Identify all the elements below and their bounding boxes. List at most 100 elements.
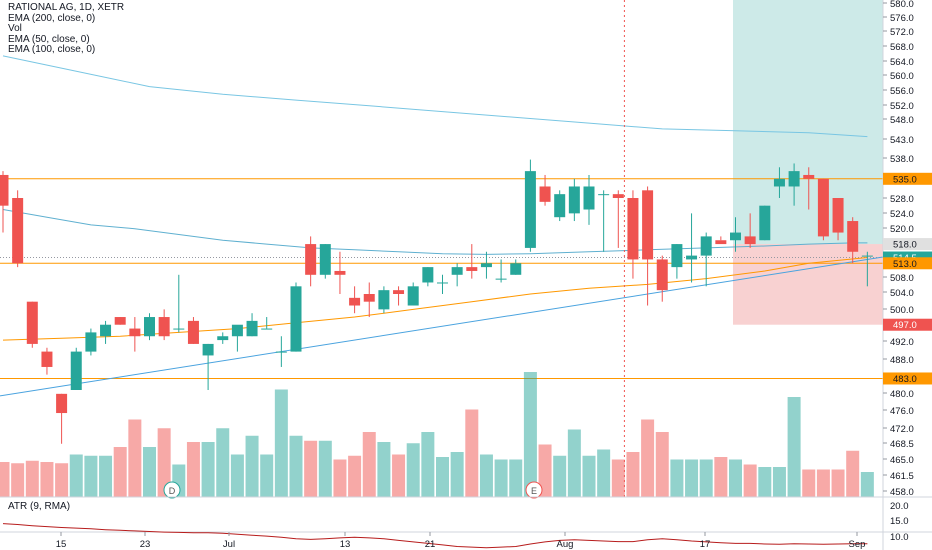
candle <box>41 347 53 375</box>
volume-label[interactable]: Vol <box>8 23 22 34</box>
price-axis-label: 528.0 <box>890 194 914 205</box>
candle-body <box>554 194 566 218</box>
candle <box>803 167 815 210</box>
candle-body <box>305 244 317 275</box>
candle <box>129 317 141 352</box>
candle <box>730 217 741 252</box>
candle <box>656 255 668 302</box>
price-level-tag-label: 497.0 <box>893 320 917 331</box>
candle-body <box>187 320 199 344</box>
volume-bar <box>157 428 171 497</box>
candle <box>334 251 346 294</box>
candle <box>539 174 551 206</box>
candle-body <box>524 171 536 248</box>
candle <box>671 244 683 279</box>
candle <box>275 336 287 367</box>
volume-bar <box>318 440 332 497</box>
volume-bar <box>597 449 611 497</box>
candle <box>422 267 434 287</box>
volume-bar <box>831 469 845 497</box>
price-axis-label: 538.0 <box>890 154 914 165</box>
candle <box>202 343 214 390</box>
atr-label[interactable]: ATR (9, RMA) <box>8 501 71 512</box>
volume-bar <box>230 454 244 497</box>
candle <box>686 213 698 283</box>
candle <box>319 244 331 279</box>
target-zone <box>733 0 883 245</box>
price-axis-label: 524.0 <box>890 209 914 220</box>
candle-body <box>495 278 507 280</box>
candle <box>85 328 97 356</box>
volume-bar <box>128 419 142 497</box>
candle-body <box>41 351 53 367</box>
volume-bar <box>0 462 10 497</box>
volume-bar <box>392 454 406 497</box>
volume-bar <box>685 459 699 497</box>
candle <box>349 286 361 314</box>
volume-bar <box>699 459 713 497</box>
time-axis-label: 23 <box>140 539 151 550</box>
price-axis-label: 500.0 <box>890 305 914 316</box>
stop-zone <box>733 244 883 325</box>
time-axis-label: 13 <box>340 539 351 550</box>
candle <box>715 236 727 245</box>
candle <box>832 198 844 241</box>
candle <box>173 274 185 333</box>
candle-body <box>114 317 126 325</box>
candle-body <box>847 221 859 252</box>
candle-body <box>173 328 185 330</box>
candle <box>510 259 522 275</box>
price-axis-label: 560.0 <box>890 71 914 82</box>
candle <box>378 286 390 314</box>
candle <box>144 313 155 341</box>
volume-bar <box>260 454 274 497</box>
volume-bar <box>567 429 581 497</box>
chart-legend: RATIONAL AG, 1D, XETR EMA (200, close, 0… <box>8 2 125 56</box>
price-level-tag <box>883 372 932 385</box>
candle <box>568 178 580 222</box>
price-axis-label: 568.0 <box>890 42 914 53</box>
candle-body <box>85 332 97 352</box>
candle-body <box>583 186 595 210</box>
volume-bar <box>348 455 362 497</box>
price-axis-label: 465.0 <box>890 455 914 466</box>
candle <box>407 282 419 306</box>
candle-body <box>480 263 492 268</box>
volume-bar <box>55 463 69 497</box>
price-level-tag-label: 535.0 <box>893 174 917 185</box>
volume-bar <box>333 459 347 497</box>
volume-bar <box>274 389 288 497</box>
time-axis-label: Aug <box>557 539 574 550</box>
price-axis-label: 492.0 <box>890 337 914 348</box>
candle-body <box>744 236 756 245</box>
ema200-line <box>2 55 868 138</box>
candle <box>466 244 478 279</box>
candle <box>861 251 873 287</box>
candle-body <box>730 232 741 241</box>
candle <box>437 274 448 294</box>
ema100-label[interactable]: EMA (100, close, 0) <box>8 44 96 55</box>
price-level-tag-label: 518.0 <box>893 240 917 251</box>
ema200-label[interactable]: EMA (200, close, 0) <box>8 12 96 24</box>
price-axis-label: 552.0 <box>890 101 914 112</box>
candle-body <box>129 328 141 337</box>
ema50-label[interactable]: EMA (50, close, 0) <box>8 33 90 45</box>
volume-bar <box>362 432 376 497</box>
candle <box>847 217 859 264</box>
volume-bar <box>99 455 113 497</box>
candle-body <box>832 198 844 233</box>
time-axis-label: Sep <box>849 539 866 550</box>
price-level-tag <box>883 257 932 270</box>
candle-body <box>334 270 346 275</box>
candle <box>788 163 800 206</box>
candle-body <box>56 393 68 414</box>
symbol-title[interactable]: RATIONAL AG, 1D, XETR <box>8 2 125 13</box>
candle <box>480 251 492 279</box>
volume-bar <box>509 459 523 497</box>
candle-body <box>700 236 712 256</box>
volume-bar <box>186 442 200 497</box>
candle <box>0 171 9 233</box>
candle-body <box>407 286 419 306</box>
atr-line <box>2 523 868 549</box>
